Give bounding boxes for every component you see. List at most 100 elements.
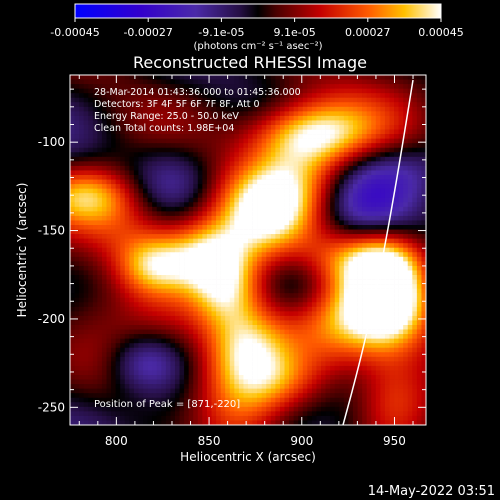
heatmap-cell (70, 261, 75, 267)
heatmap-cell (248, 265, 253, 271)
heatmap-cell (321, 129, 326, 135)
heatmap-cell (311, 129, 317, 135)
heatmap-cell (174, 134, 180, 139)
heatmap-cell (321, 320, 326, 326)
heatmap-cell (270, 229, 276, 235)
heatmap-cell (243, 252, 249, 258)
heatmap-cell (380, 84, 386, 89)
heatmap-cell (339, 138, 345, 144)
heatmap-cell (111, 284, 116, 289)
heatmap-cell (371, 188, 377, 194)
heatmap-cell (179, 311, 185, 317)
heatmap-cell (179, 215, 185, 221)
heatmap-cell (229, 170, 235, 176)
heatmap-cell (101, 97, 107, 103)
heatmap-cell (339, 120, 345, 126)
heatmap-cell (389, 93, 395, 99)
heatmap-cell (352, 197, 358, 203)
heatmap-cell (188, 165, 194, 171)
heatmap-cell (357, 297, 363, 303)
heatmap-cell (206, 202, 212, 208)
heatmap-cell (316, 256, 322, 262)
heatmap-cell (179, 306, 185, 312)
heatmap-cell (97, 165, 103, 171)
heatmap-cell (394, 329, 399, 335)
heatmap-cell (147, 184, 153, 189)
heatmap-cell (403, 297, 409, 303)
heatmap-cell (298, 279, 304, 285)
heatmap-cell (248, 193, 253, 199)
heatmap-cell (316, 265, 322, 271)
heatmap-cell (124, 347, 130, 353)
heatmap-cell (279, 170, 285, 176)
heatmap-cell (252, 138, 258, 144)
heatmap-cell (97, 215, 103, 221)
heatmap-cell (380, 193, 386, 199)
heatmap-cell (88, 279, 94, 285)
heatmap-cell (311, 206, 317, 212)
heatmap-cell (133, 334, 139, 339)
heatmap-cell (184, 293, 190, 299)
heatmap-cell (343, 234, 349, 239)
heatmap-cell (339, 152, 345, 158)
heatmap-cell (316, 143, 322, 149)
heatmap-cell (275, 329, 281, 335)
heatmap-cell (143, 102, 148, 108)
heatmap-cell (124, 352, 130, 358)
heatmap-cell (412, 125, 418, 130)
heatmap-cell (257, 165, 263, 171)
heatmap-cell (266, 197, 272, 203)
heatmap-cell (161, 161, 167, 167)
heatmap-cell (248, 206, 253, 212)
heatmap-cell (316, 156, 322, 162)
heatmap-cell (211, 125, 217, 130)
heatmap-cell (334, 211, 340, 217)
heatmap-cell (266, 202, 272, 208)
heatmap-cell (225, 343, 231, 349)
heatmap-cell (193, 134, 199, 139)
heatmap-cell (101, 265, 107, 271)
heatmap-cell (325, 170, 331, 176)
heatmap-cell (70, 311, 75, 317)
heatmap-cell (380, 347, 386, 353)
heatmap-cell (261, 311, 267, 317)
heatmap-cell (170, 111, 176, 117)
heatmap-cell (302, 161, 308, 167)
heatmap-cell (407, 79, 413, 85)
heatmap-cell (371, 243, 377, 249)
heatmap-cell (348, 306, 354, 312)
heatmap-cell (416, 343, 422, 349)
heatmap-cell (330, 170, 336, 176)
heatmap-cell (147, 165, 153, 171)
heatmap-cell (197, 270, 203, 276)
heatmap-cell (211, 75, 217, 80)
heatmap-cell (138, 252, 144, 258)
heatmap-cell (302, 325, 308, 330)
heatmap-cell (366, 306, 372, 312)
heatmap-cell (357, 238, 363, 244)
heatmap-cell (394, 338, 399, 344)
heatmap-cell (216, 288, 221, 294)
heatmap-cell (229, 361, 235, 367)
heatmap-cell (70, 84, 75, 89)
heatmap-cell (97, 97, 103, 103)
heatmap-cell (270, 93, 276, 99)
heatmap-cell (371, 265, 377, 271)
heatmap-cell (284, 261, 290, 267)
heatmap-cell (366, 238, 372, 244)
heatmap-cell (366, 338, 372, 344)
heatmap-cell (101, 329, 107, 335)
heatmap-cell (234, 334, 240, 339)
heatmap-cell (70, 179, 75, 185)
heatmap-cell (257, 306, 263, 312)
heatmap-cell (74, 156, 80, 162)
heatmap-cell (257, 243, 263, 249)
heatmap-cell (357, 175, 363, 180)
heatmap-cell (143, 138, 148, 144)
heatmap-cell (412, 297, 418, 303)
heatmap-cell (202, 88, 208, 94)
heatmap-cell (389, 311, 395, 317)
heatmap-cell (412, 129, 418, 135)
heatmap-cell (261, 88, 267, 94)
heatmap-cell (366, 252, 372, 258)
